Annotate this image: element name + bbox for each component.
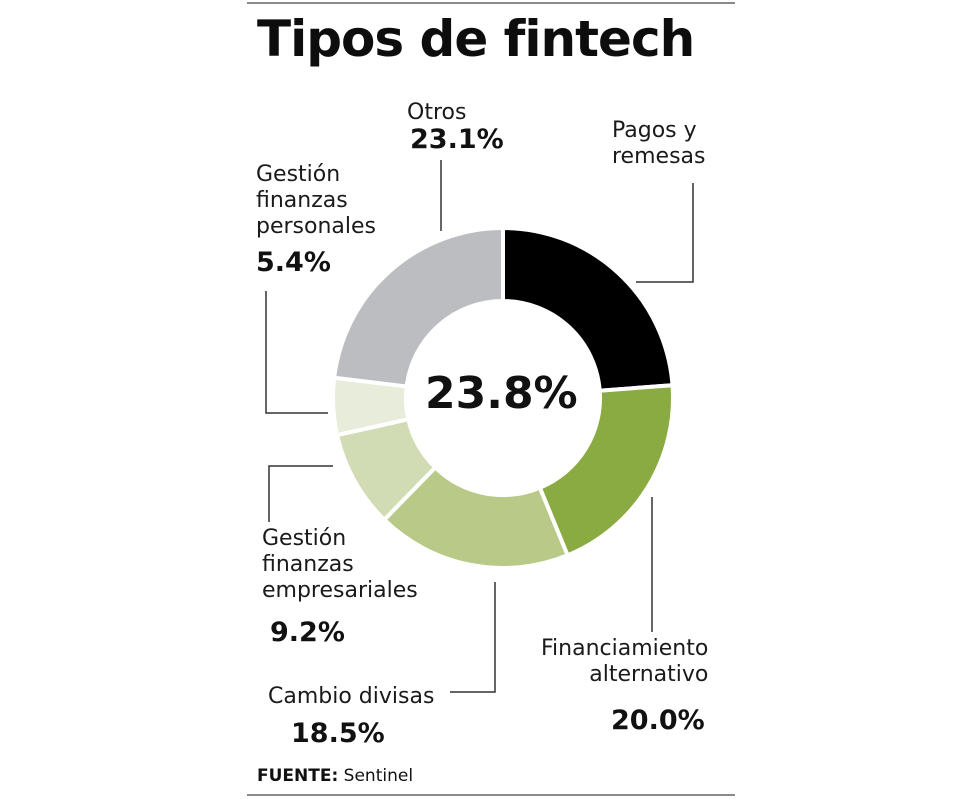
leader-line-personales: [265, 291, 328, 414]
category-label-empresariales: Gestión finanzas empresariales: [262, 526, 418, 603]
chart-title: Tipos de fintech: [257, 10, 695, 68]
value-label-financiamiento: 20.0%: [611, 705, 705, 736]
source-label: FUENTE:: [257, 766, 339, 786]
top-rule: [247, 2, 735, 4]
donut-slice-otros: [331, 225, 505, 389]
category-label-financiamiento: Financiamiento alternativo: [541, 636, 709, 687]
source-note: FUENTE: Sentinel: [257, 766, 413, 786]
value-label-otros: 23.1%: [410, 124, 504, 155]
value-label-personales: 5.4%: [256, 247, 331, 278]
leader-line-pagos: [636, 183, 694, 283]
category-label-pagos: Pagos y remesas: [612, 118, 706, 169]
value-label-cambio: 18.5%: [291, 718, 385, 749]
category-label-otros: Otros: [407, 100, 467, 125]
leader-line-empresariales: [268, 465, 333, 522]
source-value: Sentinel: [343, 766, 414, 786]
category-label-personales: Gestión finanzas personales: [256, 162, 377, 239]
center-value-label: 23.8%: [425, 368, 578, 419]
donut-slice-financiamiento: [537, 383, 675, 558]
value-label-empresariales: 9.2%: [270, 617, 345, 648]
donut-slice-pagos: [501, 225, 675, 393]
category-label-cambio: Cambio divisas: [268, 684, 435, 709]
bottom-rule: [247, 794, 735, 796]
donut-slice-cambio: [381, 464, 571, 570]
leader-line-cambio: [450, 582, 496, 693]
